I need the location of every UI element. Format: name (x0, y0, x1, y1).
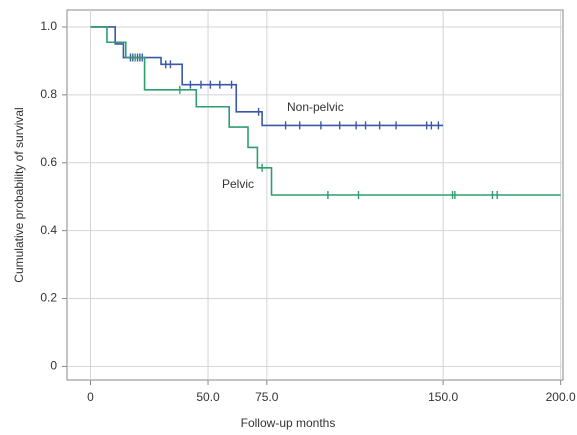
x-tick-label: 200.0 (546, 390, 576, 404)
y-tick-label: 0.6 (40, 155, 57, 169)
x-tick-label: 0 (87, 390, 94, 404)
y-axis-title: Cumulative probability of survival (12, 107, 26, 282)
series-label: Non-pelvic (287, 100, 344, 114)
x-axis-title: Follow-up months (241, 416, 336, 430)
survival-curve (90, 26, 561, 196)
y-tick-label: 0.2 (40, 291, 57, 305)
x-tick-label: 50.0 (196, 390, 220, 404)
series-label: Pelvic (222, 177, 254, 191)
y-tick-label: 0.4 (40, 223, 57, 237)
y-tick-label: 1.0 (40, 19, 57, 33)
survival-curve (90, 26, 444, 127)
x-tick-label: 150.0 (428, 390, 458, 404)
y-tick-label: 0.8 (40, 87, 57, 101)
y-tick-label: 0 (50, 359, 57, 373)
x-tick-label: 75.0 (255, 390, 279, 404)
